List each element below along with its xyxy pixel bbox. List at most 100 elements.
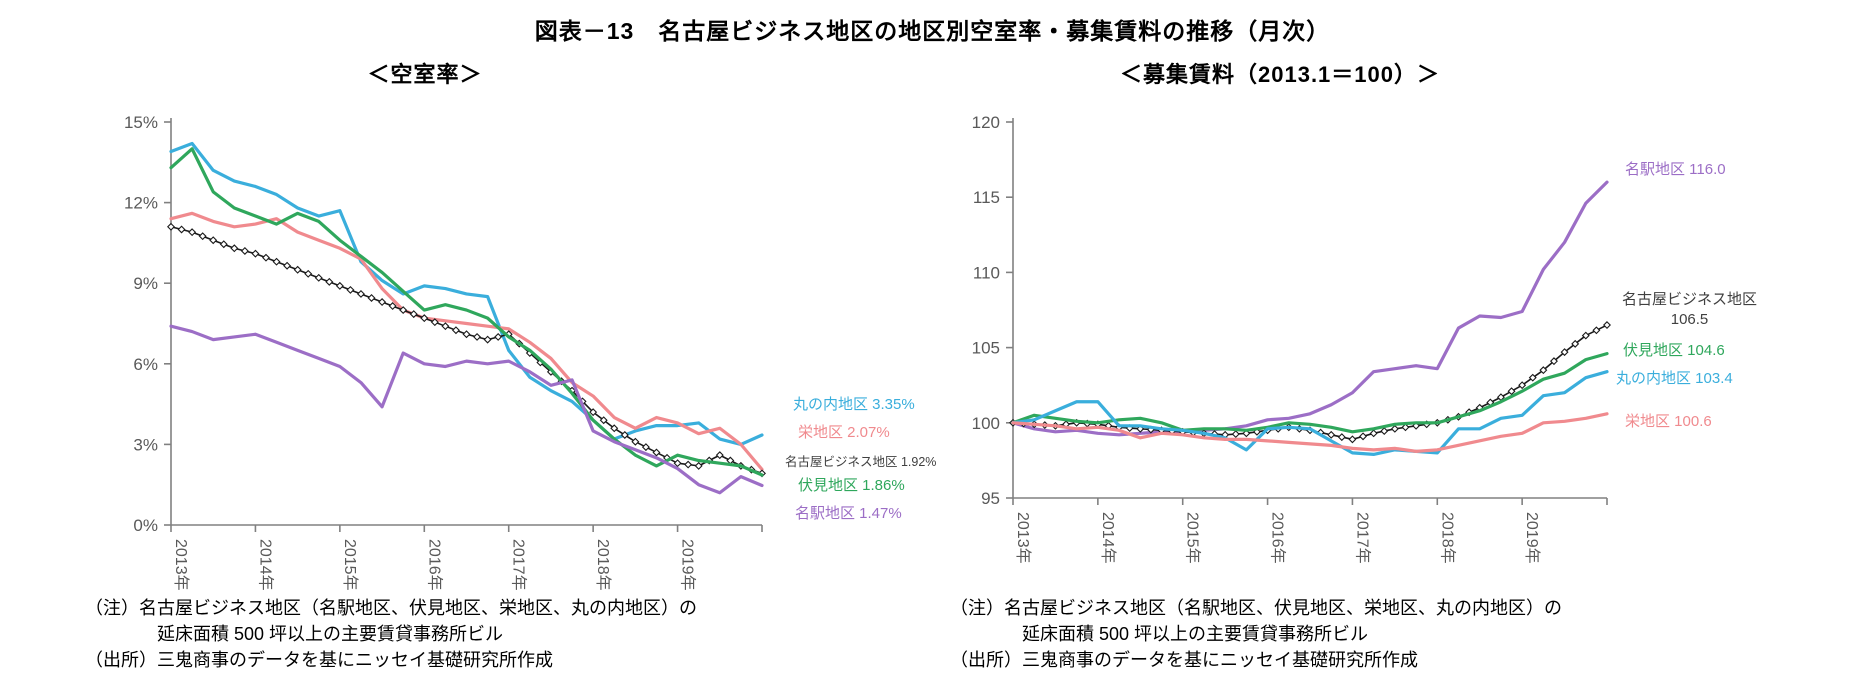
series-marker <box>388 302 397 311</box>
series-marker <box>1369 429 1378 438</box>
legend-item-栄地区: 栄地区 100.6 <box>1625 413 1712 430</box>
series-marker <box>430 318 439 327</box>
y-tick-label: 110 <box>973 263 1000 282</box>
legend-item-伏見地区: 伏見地区 104.6 <box>1623 342 1725 359</box>
legend-item-丸の内地区: 丸の内地区 3.35% <box>793 396 915 413</box>
series-marker <box>1549 357 1558 366</box>
legend-item-丸の内地区: 丸の内地区 103.4 <box>1616 370 1733 387</box>
series-marker <box>652 448 661 457</box>
y-tick-label: 105 <box>972 339 1000 358</box>
series-marker <box>240 246 249 255</box>
series-marker <box>620 431 629 439</box>
series-marker <box>177 225 186 234</box>
series-marker <box>251 249 260 258</box>
rent-chart-subtitle: ＜募集賃料（2013.1＝100）＞ <box>1120 62 1440 87</box>
series-marker <box>1327 430 1336 439</box>
x-tick-label: 2014年 <box>1099 512 1117 564</box>
x-tick-label: 2015年 <box>1184 512 1202 564</box>
y-tick-label: 3% <box>133 435 158 454</box>
series-marker <box>335 281 344 290</box>
x-tick-label: 2014年 <box>256 539 274 591</box>
y-tick-label: 12% <box>124 194 158 213</box>
series-marker <box>283 261 292 270</box>
x-tick-label: 2018年 <box>594 539 612 591</box>
y-tick-label: 15% <box>124 113 158 132</box>
y-tick-label: 120 <box>972 113 1000 132</box>
series-line-栄地区 <box>169 211 764 471</box>
vacancy-chart-note: （注）名古屋ビジネス地区（名駅地区、伏見地区、栄地区、丸の内地区）の 延床面積 … <box>85 595 805 673</box>
y-tick-label: 115 <box>973 188 1000 207</box>
series-marker <box>1571 339 1580 348</box>
x-tick-label: 2018年 <box>1438 512 1456 564</box>
y-tick-label: 95 <box>981 489 1000 508</box>
series-line-名駅地区 <box>1011 180 1609 437</box>
series-marker <box>198 232 207 241</box>
series-marker <box>1603 321 1611 330</box>
x-tick-label: 2017年 <box>1353 512 1371 564</box>
note-line-3: （出所）三鬼商事のデータを基にニッセイ基礎研究所作成 <box>85 650 553 670</box>
x-tick-label: 2015年 <box>341 539 359 591</box>
series-marker <box>1528 373 1537 382</box>
series-marker <box>314 273 323 282</box>
note-line-2: 延床面積 500 坪以上の主要賃貸事務所ビル <box>1022 624 1369 644</box>
legend-item-名古屋ビジネス地区: 名古屋ビジネス地区 1.92% <box>785 455 937 469</box>
y-tick-label: 9% <box>133 274 158 293</box>
series-marker <box>451 326 460 335</box>
series-marker <box>631 437 640 446</box>
series-marker <box>293 265 302 274</box>
series-marker <box>167 222 175 231</box>
series-marker <box>399 306 408 315</box>
legend-item-栄地区: 栄地区 2.07% <box>798 424 890 441</box>
x-tick-label: 2013年 <box>1014 512 1032 564</box>
series-marker <box>1581 331 1590 340</box>
series-marker <box>684 460 693 469</box>
series-marker <box>1337 433 1346 442</box>
series-marker <box>1231 430 1240 439</box>
series-marker <box>1359 432 1368 441</box>
series-marker <box>599 416 608 425</box>
series-marker <box>356 289 365 298</box>
vacancy-rate-line-chart: 0% 3% 6% 9% 12% 15% 2013年 2014年 2015年 2016年 2017年 2… <box>124 113 766 591</box>
series-marker <box>641 443 650 452</box>
series-marker <box>1539 366 1548 375</box>
series-marker <box>409 310 418 319</box>
series-marker <box>715 451 724 460</box>
series-marker <box>589 408 598 417</box>
x-tick-label: 2017年 <box>510 539 528 591</box>
x-tick-label: 2016年 <box>1269 512 1287 564</box>
series-marker <box>346 285 355 294</box>
legend-label: 名古屋ビジネス地区 <box>1622 291 1758 308</box>
series-marker <box>694 461 703 470</box>
x-tick-label: 2019年 <box>679 539 697 591</box>
series-marker <box>272 257 281 266</box>
series-marker <box>494 332 503 341</box>
series-marker <box>1348 435 1357 444</box>
series-marker <box>483 335 492 344</box>
series-marker <box>1390 424 1399 433</box>
series-marker <box>1592 326 1601 335</box>
series-marker <box>1507 387 1516 396</box>
series-line-丸の内地区 <box>169 141 764 446</box>
series-line-伏見地区 <box>1011 352 1609 434</box>
note-line-3: （出所）三鬼商事のデータを基にニッセイ基礎研究所作成 <box>950 650 1418 670</box>
series-marker <box>378 298 387 306</box>
note-line-2: 延床面積 500 坪以上の主要賃貸事務所ビル <box>157 624 504 644</box>
series-marker <box>610 424 619 433</box>
series-marker <box>420 314 429 323</box>
series-marker <box>1380 427 1389 436</box>
vacancy-chart-subtitle: ＜空室率＞ <box>367 62 483 87</box>
x-tick-label: 2019年 <box>1523 512 1541 564</box>
series-line-栄地区 <box>1011 412 1609 453</box>
series-marker <box>188 228 197 237</box>
rent-chart-note: （注）名古屋ビジネス地区（名駅地区、伏見地区、栄地区、丸の内地区）の 延床面積 … <box>950 595 1670 673</box>
asking-rent-line-chart: 95 100 105 110 115 120 2013年 2014年 2015年 2016年 201… <box>972 113 1611 564</box>
x-tick-label: 2016年 <box>425 539 443 591</box>
series-marker <box>304 269 313 278</box>
series-marker <box>1518 381 1527 390</box>
series-marker <box>1242 429 1251 438</box>
series-marker <box>1401 423 1410 432</box>
series-marker <box>367 293 376 302</box>
vacancy-rate-chart-block: ＜空室率＞ 0% 3% 6% 9% 12% 15% 2013年 2014年 2015年 2016年… <box>85 55 965 695</box>
note-line-1: （注）名古屋ビジネス地区（名駅地区、伏見地区、栄地区、丸の内地区）の <box>85 598 697 618</box>
